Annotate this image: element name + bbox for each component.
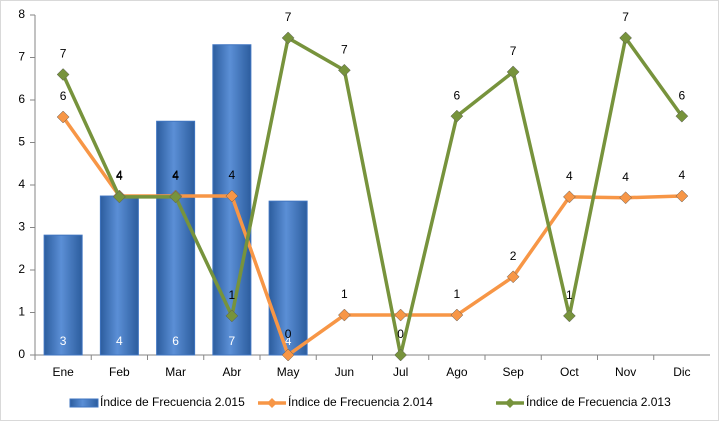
y-tick-label: 0 [18, 347, 25, 361]
line [61, 33, 684, 356]
bar-label: 7 [229, 334, 236, 348]
data-label: 6 [679, 88, 686, 102]
legend-marker [267, 398, 277, 408]
x-tick-label: May [277, 365, 300, 379]
data-label: 0 [397, 327, 404, 341]
y-tick-label: 7 [18, 50, 25, 64]
y-tick-label: 6 [18, 92, 25, 106]
data-label: 4 [622, 170, 629, 184]
y-tick-label: 1 [18, 305, 25, 319]
marker [450, 109, 464, 123]
x-tick-label: Abr [223, 365, 242, 379]
legend-label: Índice de Frecuencia 2.015 [100, 394, 245, 409]
bar-label: 4 [285, 334, 292, 348]
marker [338, 63, 351, 77]
marker [675, 109, 689, 123]
x-tick-label: Mar [165, 365, 186, 379]
marker [450, 308, 464, 322]
y-tick-label: 8 [18, 7, 25, 21]
data-label: 4 [116, 169, 123, 183]
data-label: 4 [172, 169, 179, 183]
marker [675, 189, 689, 203]
marker [563, 190, 576, 204]
data-label: 6 [454, 88, 461, 102]
marker [225, 309, 239, 323]
data-label: 7 [341, 42, 348, 56]
legend-swatch [69, 398, 99, 408]
bar [156, 120, 196, 356]
bar [268, 200, 308, 356]
data-label: 1 [566, 288, 573, 302]
marker [563, 309, 576, 323]
marker [169, 190, 182, 204]
x-tick-label: Nov [615, 365, 636, 379]
y-tick-label: 3 [18, 220, 25, 234]
marker [506, 65, 520, 79]
y-tick-label: 4 [18, 177, 25, 191]
x-tick-label: Feb [109, 365, 130, 379]
marker [225, 189, 239, 203]
marker [56, 110, 70, 124]
marker [113, 190, 126, 204]
x-tick-label: Dic [673, 365, 690, 379]
data-label: 7 [60, 47, 67, 61]
x-tick-label: Oct [560, 365, 579, 379]
bar [43, 234, 83, 356]
legend-label: Índice de Frecuencia 2.014 [288, 394, 433, 409]
data-label: 0 [285, 327, 292, 341]
marker [338, 308, 351, 322]
marker [394, 348, 407, 362]
x-tick-label: Ene [52, 365, 74, 379]
legend-label: Índice de Frecuencia 2.013 [526, 394, 671, 409]
data-label: 6 [60, 89, 67, 103]
data-label: 2 [510, 249, 517, 263]
marker [619, 191, 632, 205]
data-label: 1 [229, 288, 236, 302]
data-label: 1 [341, 287, 348, 301]
bar-label: 6 [172, 334, 179, 348]
legend-marker [505, 398, 515, 408]
marker [394, 308, 407, 322]
marker [56, 68, 70, 81]
x-tick-label: Sep [502, 365, 524, 379]
bar [99, 195, 139, 356]
line [61, 115, 682, 358]
data-label: 1 [454, 287, 461, 301]
data-label: 4 [116, 168, 123, 182]
data-label: 4 [172, 168, 179, 182]
data-label: 4 [679, 168, 686, 182]
x-tick-label: Jul [393, 365, 408, 379]
x-tick-label: Ago [446, 365, 468, 379]
y-tick-label: 2 [18, 262, 25, 276]
marker [506, 270, 520, 284]
marker [281, 31, 295, 45]
data-label: 7 [285, 10, 292, 24]
data-label: 4 [566, 169, 573, 183]
marker [619, 31, 632, 45]
marker [281, 348, 295, 362]
bar-label: 4 [116, 334, 123, 348]
data-label: 4 [229, 168, 236, 182]
data-label: 7 [510, 44, 517, 58]
bar-label: 3 [60, 334, 67, 348]
data-label: 7 [622, 10, 629, 24]
y-tick-label: 5 [18, 135, 25, 149]
x-tick-label: Jun [335, 365, 354, 379]
